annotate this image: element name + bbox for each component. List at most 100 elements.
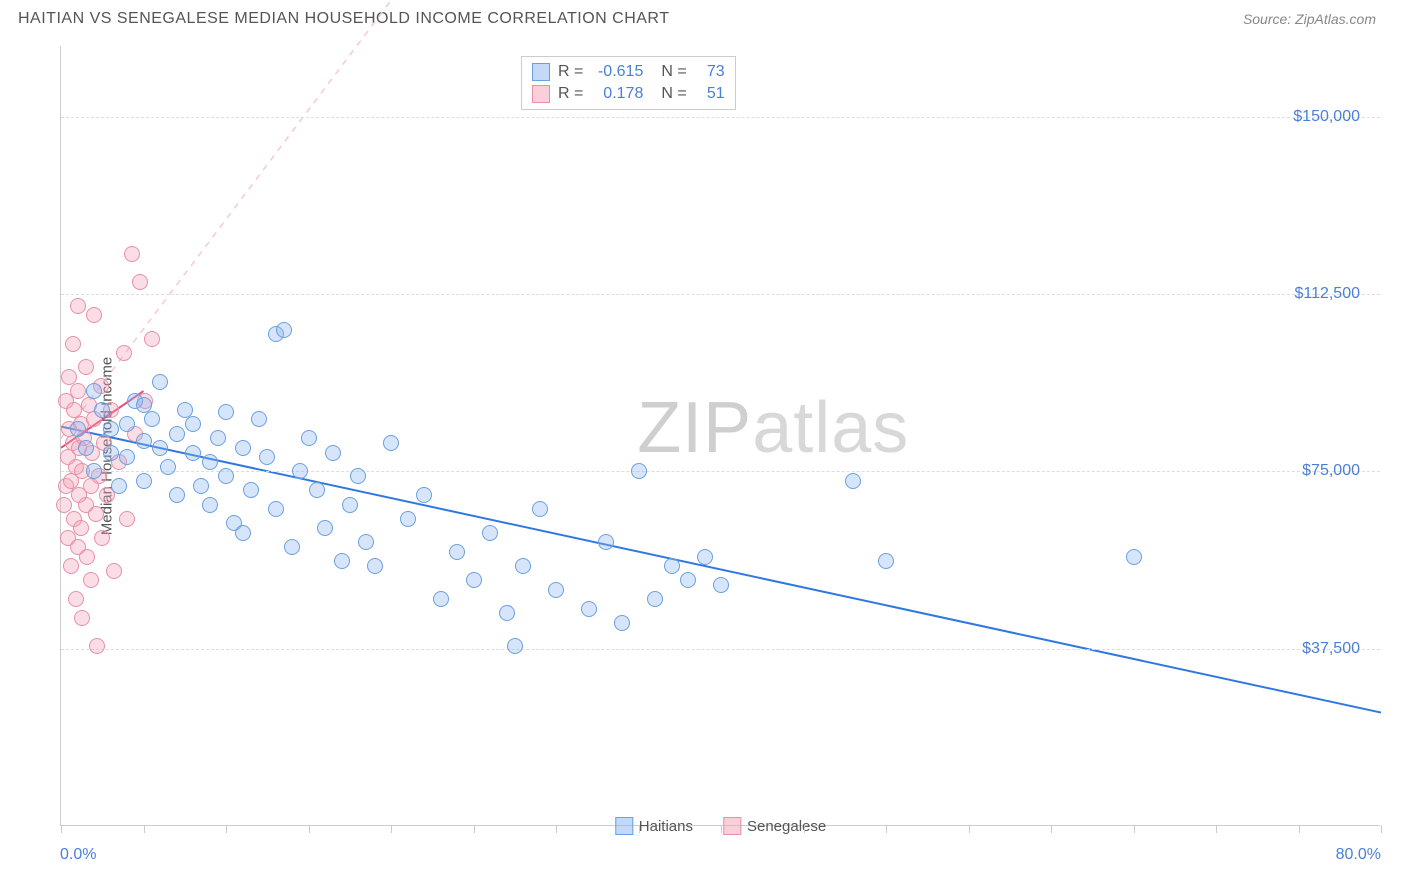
data-point-a <box>325 445 341 461</box>
data-point-a <box>136 433 152 449</box>
legend-swatch-a-icon <box>615 817 633 835</box>
data-point-a <box>334 553 350 569</box>
x-tick <box>969 825 970 833</box>
data-point-b <box>83 572 99 588</box>
data-point-a <box>86 463 102 479</box>
data-point-b <box>78 359 94 375</box>
data-point-a <box>515 558 531 574</box>
chart-header: HAITIAN VS SENEGALESE MEDIAN HOUSEHOLD I… <box>10 10 1396 36</box>
x-tick <box>639 825 640 833</box>
data-point-a <box>86 383 102 399</box>
data-point-a <box>292 463 308 479</box>
data-point-a <box>383 435 399 451</box>
data-point-a <box>268 501 284 517</box>
x-tick <box>1216 825 1217 833</box>
y-tick-label: $37,500 <box>1302 640 1360 658</box>
data-point-a <box>218 468 234 484</box>
data-point-a <box>358 534 374 550</box>
data-point-a <box>664 558 680 574</box>
source-attribution: Source: ZipAtlas.com <box>1243 11 1376 27</box>
x-tick <box>144 825 145 833</box>
data-point-b <box>132 274 148 290</box>
trend-lines <box>61 46 1380 825</box>
data-point-a <box>614 615 630 631</box>
data-point-a <box>111 478 127 494</box>
legend-item-b: Senegalese <box>723 817 826 835</box>
swatch-a-icon <box>532 63 550 81</box>
data-point-a <box>235 525 251 541</box>
data-point-b <box>74 610 90 626</box>
data-point-b <box>56 497 72 513</box>
data-point-a <box>70 421 86 437</box>
data-point-a <box>193 478 209 494</box>
x-tick <box>804 825 805 833</box>
y-tick-label: $150,000 <box>1293 108 1360 126</box>
data-point-a <box>598 534 614 550</box>
plot-area: ZIPatlas R = -0.615 N = 73 R = 0.178 N =… <box>60 46 1380 826</box>
data-point-a <box>284 539 300 555</box>
stats-row-a: R = -0.615 N = 73 <box>532 61 725 83</box>
data-point-a <box>317 520 333 536</box>
data-point-a <box>169 426 185 442</box>
legend-swatch-b-icon <box>723 817 741 835</box>
data-point-b <box>119 511 135 527</box>
data-point-a <box>433 591 449 607</box>
stats-row-b: R = 0.178 N = 51 <box>532 83 725 105</box>
data-point-a <box>243 482 259 498</box>
trend-line-a <box>61 427 1381 713</box>
data-point-a <box>301 430 317 446</box>
data-point-a <box>119 449 135 465</box>
data-point-b <box>73 520 89 536</box>
data-point-a <box>647 591 663 607</box>
watermark: ZIPatlas <box>637 387 909 469</box>
gridline-h <box>61 117 1380 118</box>
data-point-a <box>713 577 729 593</box>
data-point-a <box>878 553 894 569</box>
gridline-h <box>61 649 1380 650</box>
data-point-b <box>88 506 104 522</box>
data-point-a <box>160 459 176 475</box>
data-point-a <box>482 525 498 541</box>
data-point-a <box>259 449 275 465</box>
x-tick <box>309 825 310 833</box>
data-point-b <box>65 336 81 352</box>
gridline-h <box>61 294 1380 295</box>
data-point-a <box>309 482 325 498</box>
data-point-a <box>276 322 292 338</box>
data-point-b <box>116 345 132 361</box>
data-point-a <box>136 473 152 489</box>
chart-container: Median Household Income ZIPatlas R = -0.… <box>10 36 1396 856</box>
data-point-b <box>94 530 110 546</box>
data-point-b <box>68 591 84 607</box>
data-point-a <box>449 544 465 560</box>
x-tick <box>721 825 722 833</box>
data-point-a <box>202 497 218 513</box>
data-point-a <box>119 416 135 432</box>
data-point-a <box>251 411 267 427</box>
x-axis-max-label: 80.0% <box>1336 846 1381 864</box>
data-point-b <box>89 638 105 654</box>
data-point-a <box>94 402 110 418</box>
chart-title: HAITIAN VS SENEGALESE MEDIAN HOUSEHOLD I… <box>18 10 669 28</box>
data-point-a <box>507 638 523 654</box>
stats-box: R = -0.615 N = 73 R = 0.178 N = 51 <box>521 56 736 110</box>
x-tick <box>886 825 887 833</box>
data-point-a <box>499 605 515 621</box>
x-tick <box>61 825 62 833</box>
x-tick <box>1051 825 1052 833</box>
data-point-a <box>210 430 226 446</box>
x-tick <box>226 825 227 833</box>
data-point-b <box>79 549 95 565</box>
data-point-a <box>342 497 358 513</box>
data-point-a <box>152 440 168 456</box>
data-point-a <box>367 558 383 574</box>
data-point-a <box>103 421 119 437</box>
data-point-a <box>152 374 168 390</box>
x-tick <box>1381 825 1382 833</box>
data-point-a <box>103 445 119 461</box>
data-point-a <box>1126 549 1142 565</box>
x-tick <box>556 825 557 833</box>
data-point-b <box>124 246 140 262</box>
data-point-a <box>581 601 597 617</box>
data-point-a <box>631 463 647 479</box>
